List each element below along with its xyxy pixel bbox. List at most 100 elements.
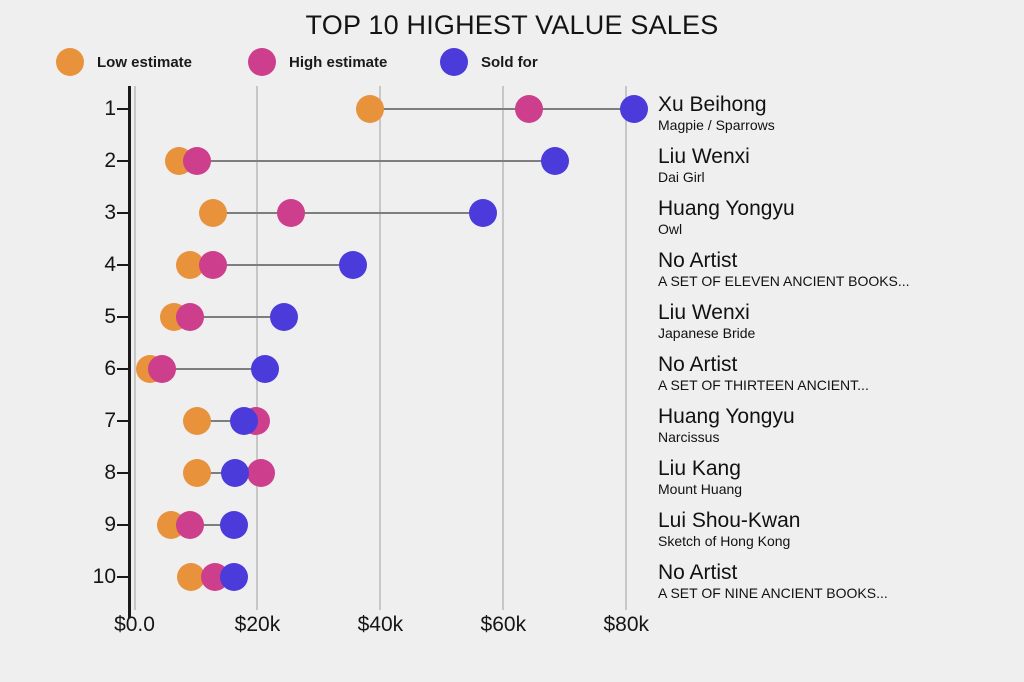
y-tick-label-rank: 3 xyxy=(104,200,116,224)
dot-low-rank-8 xyxy=(182,459,211,488)
row-label-rank-4: No Artist A SET OF ELEVEN ANCIENT BOOKS..… xyxy=(658,249,1024,290)
range-connector xyxy=(213,211,484,214)
y-tick xyxy=(117,107,128,110)
artist-name: No Artist xyxy=(658,353,738,376)
y-tick xyxy=(117,524,128,527)
y-tick xyxy=(117,159,128,162)
work-title: Narcissus xyxy=(658,429,720,446)
dot-low-rank-1 xyxy=(355,94,384,123)
dot-sold-rank-7 xyxy=(229,407,258,436)
x-tick-label: $20k xyxy=(234,613,281,636)
row-label-rank-10: No Artist A SET OF NINE ANCIENT BOOKS... xyxy=(658,561,1024,602)
range-connector xyxy=(197,420,256,423)
dot-high-rank-2 xyxy=(183,146,212,175)
dot-high-rank-1 xyxy=(515,94,544,123)
x-tick-label: $80k xyxy=(603,613,650,636)
dot-sold-rank-5 xyxy=(269,302,298,331)
dot-low-rank-7 xyxy=(183,407,212,436)
gridline-$20k xyxy=(256,86,259,610)
artist-name: No Artist xyxy=(658,561,738,585)
dot-high-rank-3 xyxy=(277,198,306,227)
y-axis-line xyxy=(128,86,131,618)
row-label-rank-3: Huang Yongyu Owl xyxy=(658,197,1024,238)
artist-name: Liu Wenxi xyxy=(658,144,750,168)
dot-sold-rank-4 xyxy=(338,250,367,279)
y-tick-label-rank: 8 xyxy=(104,461,116,485)
y-tick xyxy=(117,368,128,370)
dot-high-rank-4 xyxy=(199,250,228,279)
legend-item-high-estimate: High estimate xyxy=(248,48,387,76)
y-tick-label-rank: 7 xyxy=(104,409,116,433)
y-tick xyxy=(117,211,128,214)
legend-item-sold-for: Sold for xyxy=(440,48,538,76)
work-title: A SET OF THIRTEEN ANCIENT... xyxy=(658,377,869,393)
dot-low-rank-4 xyxy=(175,250,204,279)
work-title: A SET OF NINE ANCIENT BOOKS... xyxy=(658,585,888,602)
work-title: Dai Girl xyxy=(658,168,705,185)
y-tick-label-rank: 4 xyxy=(104,252,116,276)
dot-sold-rank-8 xyxy=(220,459,249,488)
dot-high-rank-5 xyxy=(175,302,204,331)
row-label-rank-6: No Artist A SET OF THIRTEEN ANCIENT... xyxy=(658,353,1024,394)
dot-sold-rank-3 xyxy=(469,198,498,227)
chart-title: TOP 10 HIGHEST VALUE SALES xyxy=(305,10,719,40)
y-tick-label-rank: 2 xyxy=(104,148,116,172)
high-estimate-dot-icon xyxy=(248,48,276,76)
low-estimate-dot-icon xyxy=(56,48,84,76)
y-tick-label-rank: 10 xyxy=(92,565,116,589)
artist-name: Huang Yongyu xyxy=(658,196,795,220)
dot-sold-rank-9 xyxy=(220,511,249,540)
legend-item-low-estimate: Low estimate xyxy=(56,48,192,76)
range-connector xyxy=(150,368,265,370)
x-tick-label: $60k xyxy=(480,613,527,636)
work-title: Sketch of Hong Kong xyxy=(658,533,791,550)
y-tick-label-rank: 5 xyxy=(104,304,116,328)
work-title: Mount Huang xyxy=(658,481,743,498)
dot-low-rank-3 xyxy=(199,198,228,227)
artist-name: Huang Yongyu xyxy=(658,405,795,429)
y-tick-label-rank: 1 xyxy=(104,96,116,120)
row-label-rank-9: Lui Shou-Kwan Sketch of Hong Kong xyxy=(658,509,1024,550)
dot-sold-rank-2 xyxy=(540,146,569,175)
work-title: Magpie / Sparrows xyxy=(658,116,775,133)
range-connector xyxy=(189,263,353,266)
dot-sold-rank-1 xyxy=(620,94,649,123)
dot-high-rank-8 xyxy=(247,459,276,488)
dot-sold-rank-10 xyxy=(220,563,249,592)
range-connector xyxy=(173,315,284,318)
artist-name: Lui Shou-Kwan xyxy=(658,509,801,533)
work-title: Japanese Bride xyxy=(658,324,756,341)
y-tick xyxy=(117,263,128,266)
dot-high-rank-9 xyxy=(175,511,204,540)
artist-name: No Artist xyxy=(658,248,738,272)
gridline-$40k xyxy=(379,86,382,610)
dot-low-rank-10 xyxy=(177,563,206,592)
y-tick-label-rank: 6 xyxy=(104,357,116,380)
y-tick xyxy=(117,315,128,318)
row-label-rank-7: Huang Yongyu Narcissus xyxy=(658,405,1024,446)
sold-for-dot-icon xyxy=(440,48,468,76)
row-label-rank-8: Liu Kang Mount Huang xyxy=(658,457,1024,498)
dot-sold-rank-6 xyxy=(250,355,279,383)
y-tick xyxy=(117,472,128,475)
gridline-$0.0 xyxy=(133,86,136,610)
legend-label: High estimate xyxy=(289,53,388,71)
gridline-$60k xyxy=(502,86,505,610)
x-tick-label: $0.0 xyxy=(114,613,155,636)
row-label-rank-1: Xu Beihong Magpie / Sparrows xyxy=(658,93,1024,134)
y-tick xyxy=(117,420,128,423)
artist-name: Liu Kang xyxy=(658,457,741,481)
artist-name: Liu Wenxi xyxy=(658,300,750,324)
y-tick xyxy=(117,576,128,579)
legend-label: Low estimate xyxy=(97,53,193,71)
row-label-rank-5: Liu Wenxi Japanese Bride xyxy=(658,301,1024,342)
dot-high-rank-6 xyxy=(147,355,176,383)
y-tick-label-rank: 9 xyxy=(104,513,116,537)
gridline-$80k xyxy=(625,86,628,610)
x-tick-label: $40k xyxy=(357,613,404,636)
range-connector xyxy=(369,107,635,110)
artist-name: Xu Beihong xyxy=(658,92,767,116)
legend-label: Sold for xyxy=(481,53,538,71)
range-connector xyxy=(178,159,555,162)
